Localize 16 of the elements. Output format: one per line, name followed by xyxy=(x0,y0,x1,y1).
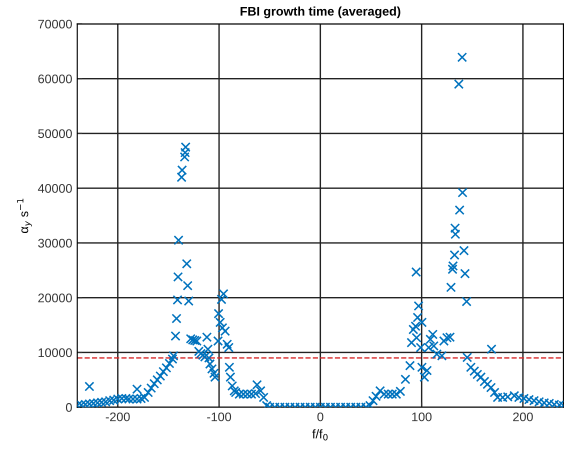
chart-title: FBI growth time (averaged) xyxy=(240,6,400,18)
x-axis-title: f/f$_{0}$ xyxy=(312,429,328,440)
x-tick-label: 100 xyxy=(412,412,432,422)
y-tick-label: 60000 xyxy=(38,74,72,84)
x-tick-label: 200 xyxy=(513,412,533,422)
x-tick-label: -200 xyxy=(106,412,130,422)
x-tick-label: -100 xyxy=(207,412,232,422)
y-axis-title: α$_{y}$ s$^{−1}$ xyxy=(16,198,32,234)
y-tick-label: 70000 xyxy=(38,20,72,29)
y-tick-label: 30000 xyxy=(38,238,72,248)
y-tick-label: 20000 xyxy=(38,294,72,302)
y-tick-label: 10000 xyxy=(38,348,72,358)
x-tick-label: 0 xyxy=(317,412,324,422)
y-tick-label: 0 xyxy=(66,403,72,412)
y-tick-label: 40000 xyxy=(38,184,72,193)
y-tick-label: 50000 xyxy=(38,129,72,138)
